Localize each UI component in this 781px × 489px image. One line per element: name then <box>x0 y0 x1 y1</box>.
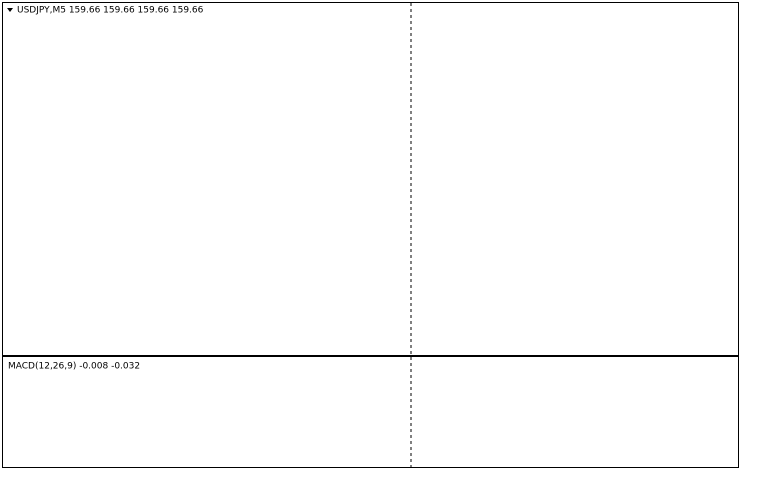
chart-title: USDJPY,M5 159.66 159.66 159.66 159.66 <box>17 6 204 16</box>
macd-panel-frame <box>2 356 739 468</box>
macd-title: MACD(12,26,9) -0.008 -0.032 <box>8 362 140 372</box>
price-panel-frame <box>2 2 739 356</box>
title-arrow <box>7 8 13 12</box>
